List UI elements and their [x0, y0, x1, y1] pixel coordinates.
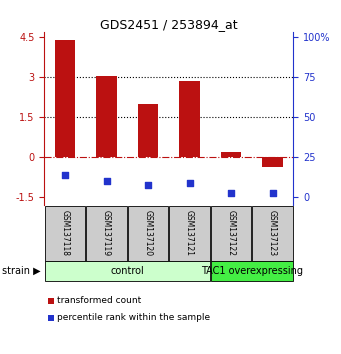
- Bar: [96, 76, 117, 157]
- Point: [104, 178, 109, 184]
- Bar: [179, 81, 200, 157]
- Text: GSM137122: GSM137122: [226, 210, 236, 256]
- Text: percentile rank within the sample: percentile rank within the sample: [57, 313, 210, 322]
- Text: GSM137123: GSM137123: [268, 210, 277, 256]
- Point: [145, 182, 151, 187]
- Bar: [138, 104, 159, 157]
- Point: [270, 190, 275, 195]
- Text: control: control: [110, 266, 144, 276]
- Bar: [221, 152, 241, 157]
- Text: GSM137118: GSM137118: [61, 210, 70, 256]
- Point: [62, 172, 68, 177]
- Title: GDS2451 / 253894_at: GDS2451 / 253894_at: [100, 18, 238, 31]
- Point: [187, 180, 192, 185]
- Text: TAC1 overexpressing: TAC1 overexpressing: [201, 266, 303, 276]
- Text: GSM137119: GSM137119: [102, 210, 111, 256]
- Text: GSM137121: GSM137121: [185, 210, 194, 256]
- Text: transformed count: transformed count: [57, 296, 142, 306]
- Bar: [55, 40, 75, 157]
- Text: strain ▶: strain ▶: [2, 266, 40, 276]
- Bar: [262, 157, 283, 167]
- Text: GSM137120: GSM137120: [144, 210, 152, 256]
- Point: [228, 190, 234, 195]
